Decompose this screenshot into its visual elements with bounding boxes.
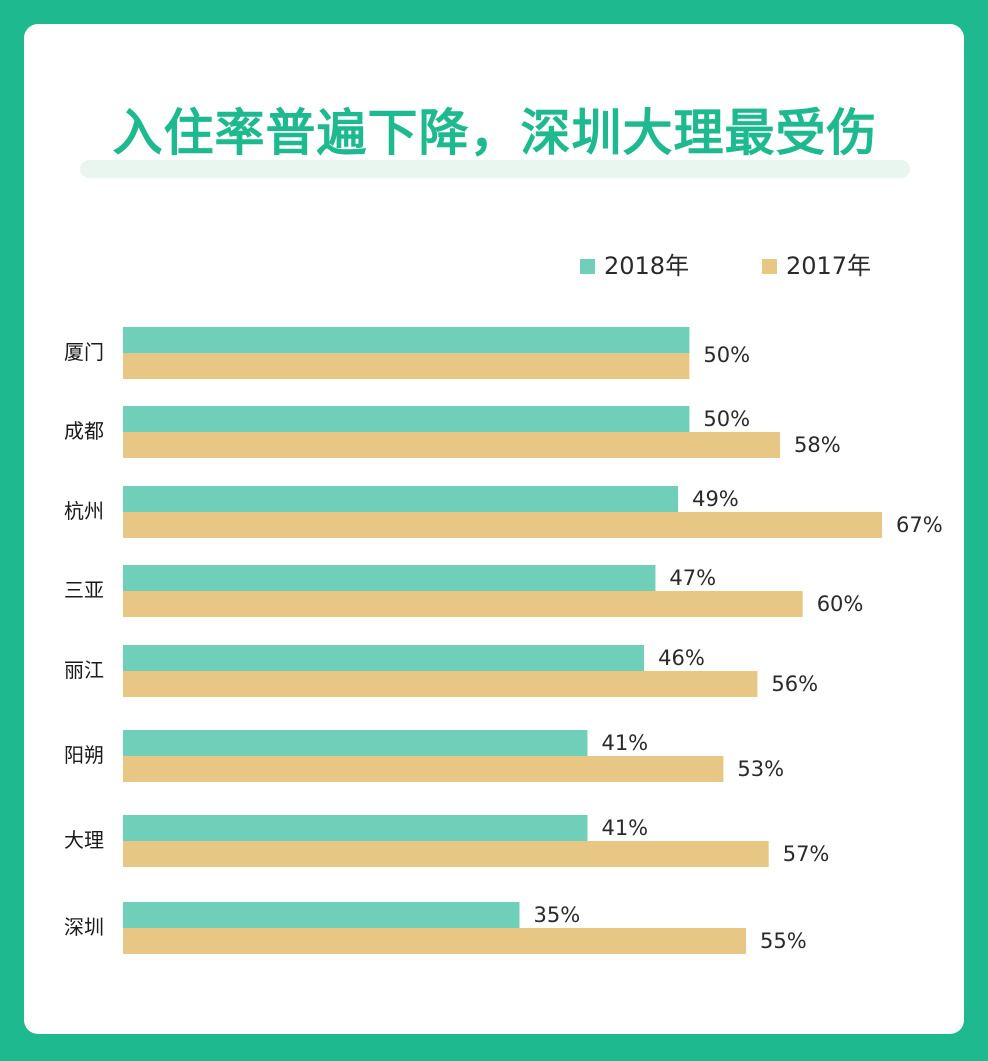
bar-2017 xyxy=(123,841,769,867)
legend-swatch-2018 xyxy=(580,259,595,274)
data-label-2018: 50% xyxy=(703,407,750,431)
legend-label-2017: 2017年 xyxy=(786,252,872,280)
data-label-2017: 57% xyxy=(783,842,830,866)
bar-2017 xyxy=(123,591,803,617)
legend-label-2018: 2018年 xyxy=(604,252,690,280)
chart-title: 入住率普遍下降，深圳大理最受伤 xyxy=(112,104,878,162)
data-label-2017: 55% xyxy=(760,929,807,953)
data-label-2018: 41% xyxy=(601,731,648,755)
category-label: 三亚 xyxy=(64,578,104,602)
category-label: 成都 xyxy=(64,419,104,443)
category-label: 大理 xyxy=(64,828,104,852)
bar-2017 xyxy=(123,512,882,538)
category-label: 阳朔 xyxy=(64,743,104,767)
category-label: 厦门 xyxy=(64,340,104,364)
data-label-shared: 50% xyxy=(703,343,750,367)
data-label-2017: 58% xyxy=(794,433,841,457)
bar-2017 xyxy=(123,671,758,697)
data-label-2018: 49% xyxy=(692,487,739,511)
data-label-2018: 35% xyxy=(533,903,580,927)
legend-swatch-2017 xyxy=(762,259,777,274)
title-area: 入住率普遍下降，深圳大理最受伤 xyxy=(80,98,910,188)
bar-2018 xyxy=(123,730,588,756)
bar-2017 xyxy=(123,353,690,379)
category-label: 杭州 xyxy=(64,499,104,523)
bar-2017 xyxy=(123,756,724,782)
bar-2018 xyxy=(123,486,679,512)
data-label-2017: 56% xyxy=(771,672,818,696)
data-label-2018: 41% xyxy=(601,816,648,840)
bar-2017 xyxy=(123,432,781,458)
data-label-2017: 60% xyxy=(817,592,864,616)
bar-2018 xyxy=(123,645,645,671)
data-label-2018: 47% xyxy=(669,566,716,590)
data-label-2018: 46% xyxy=(658,646,705,670)
bar-2018 xyxy=(123,406,690,432)
bar-2018 xyxy=(123,565,656,591)
data-label-2017: 67% xyxy=(896,513,943,537)
title-highlight xyxy=(80,160,910,178)
data-label-2017: 53% xyxy=(737,757,784,781)
bar-2018 xyxy=(123,902,520,928)
bar-2018 xyxy=(123,327,690,353)
category-label: 深圳 xyxy=(64,915,104,939)
bar-2017 xyxy=(123,928,747,954)
category-label: 丽江 xyxy=(64,658,104,682)
bar-2018 xyxy=(123,815,588,841)
